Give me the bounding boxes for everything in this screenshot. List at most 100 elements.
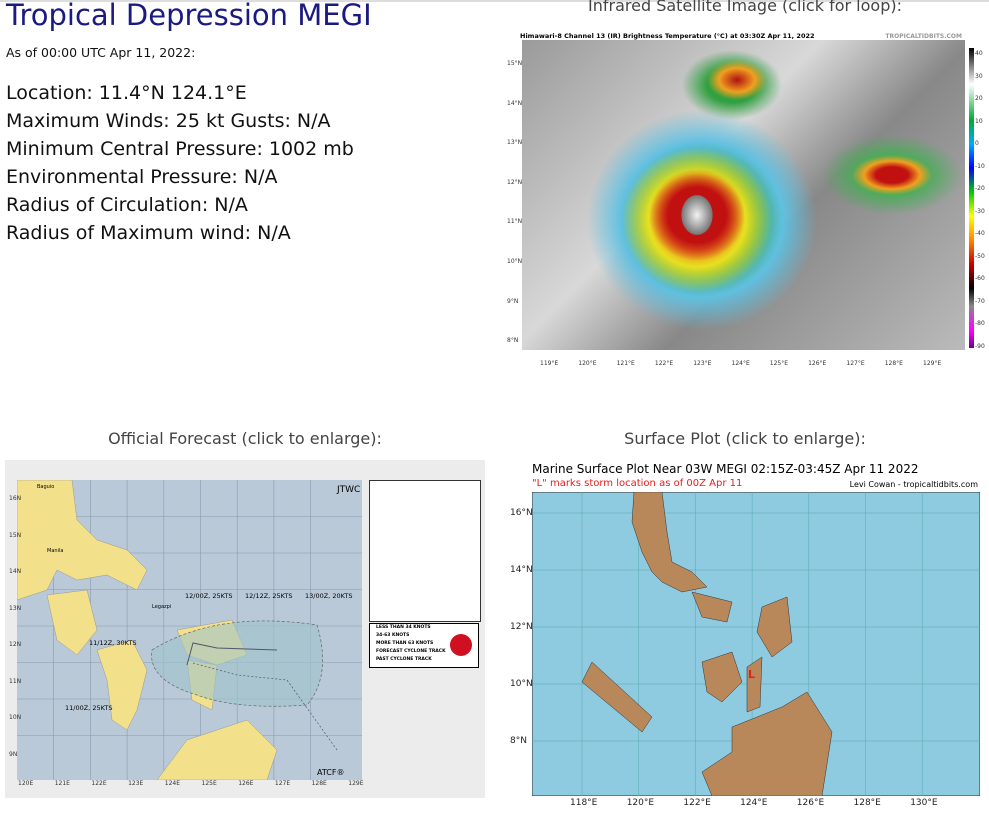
- track-label: 11/12Z, 30KTS: [89, 639, 136, 647]
- lat-tick: 14N: [9, 568, 22, 575]
- panay-negros-land: [701, 651, 763, 713]
- surface-subtitle: "L" marks storm location as of 00Z Apr 1…: [532, 478, 743, 489]
- track-label: 13/00Z, 20KTS: [305, 592, 352, 600]
- satellite-caption: Infrared Satellite Image (click for loop…: [588, 0, 902, 15]
- top-divider: [0, 0, 989, 2]
- radius-circulation: Radius of Circulation: N/A: [6, 194, 248, 216]
- legend-item: PAST CYCLONE TRACK: [376, 657, 432, 662]
- page-title: Tropical Depression MEGI: [6, 0, 372, 32]
- surface-caption: Surface Plot (click to enlarge):: [624, 429, 866, 448]
- colorbar-tick: -30: [975, 207, 985, 215]
- lat-tick: 16°N: [510, 508, 533, 518]
- surface-map: L: [532, 492, 980, 796]
- track-label: 12/12Z, 25KTS: [245, 592, 292, 600]
- forecast-image-link[interactable]: JTWC ATCF® 12/00Z, 25KTS 12/12Z, 25KTS 1…: [5, 460, 485, 798]
- lat-tick: 9°N: [507, 297, 519, 305]
- colorbar-tick: -70: [975, 297, 985, 305]
- lon-tick: 127E: [274, 780, 291, 787]
- colorbar-tick: -10: [975, 162, 985, 170]
- satellite-imagery: [522, 40, 965, 350]
- lat-tick: 8°N: [510, 736, 527, 746]
- storm-location-marker: L: [748, 668, 755, 681]
- lat-tick: 10N: [9, 714, 22, 721]
- env-pressure: Environmental Pressure: N/A: [6, 166, 278, 188]
- lon-tick: 120°E: [578, 360, 597, 367]
- lon-tick: 119°E: [540, 360, 559, 367]
- luzon-land: [17, 480, 148, 601]
- lat-tick: 14°N: [507, 99, 523, 107]
- lon-tick: 128°E: [853, 798, 881, 808]
- colorbar-tick: -50: [975, 252, 985, 260]
- danger-area: [151, 620, 323, 707]
- legend-item: MORE THAN 63 KNOTS: [376, 641, 434, 646]
- lon-tick: 126E: [238, 780, 254, 787]
- forecast-map: JTWC ATCF® 12/00Z, 25KTS 12/12Z, 25KTS 1…: [17, 480, 362, 780]
- jtwc-label: JTWC: [336, 485, 360, 495]
- colorbar-tick: -60: [975, 275, 985, 282]
- max-winds: Maximum Winds: 25 kt Gusts: N/A: [6, 110, 331, 132]
- mindanao-land: [156, 719, 278, 780]
- surface-credit: Levi Cowan - tropicaltidbits.com: [849, 480, 978, 489]
- lon-tick: 122E: [91, 780, 107, 787]
- surface-title: Marine Surface Plot Near 03W MEGI 02:15Z…: [532, 462, 919, 476]
- legend-item: LESS THAN 34 KNOTS: [376, 625, 431, 630]
- luzon-land: [631, 492, 708, 593]
- lon-tick: 124E: [164, 780, 181, 787]
- forecast-caption: Official Forecast (click to enlarge):: [108, 429, 382, 448]
- city-label: Manila: [47, 548, 63, 554]
- lon-tick: 129°E: [923, 360, 942, 367]
- lon-tick: 121°E: [616, 360, 635, 367]
- lat-tick: 10°N: [510, 679, 533, 689]
- lon-tick: 128°E: [884, 360, 903, 367]
- lat-tick: 12N: [9, 641, 22, 648]
- legend-item: 34-63 KNOTS: [376, 633, 410, 638]
- lat-tick: 12°N: [510, 622, 533, 632]
- lon-tick: 126°E: [808, 360, 827, 367]
- as-of-timestamp: As of 00:00 UTC Apr 11, 2022:: [6, 45, 196, 60]
- lat-tick: 16N: [9, 495, 22, 502]
- forecast-legend: LESS THAN 34 KNOTS 34-63 KNOTS MORE THAN…: [369, 623, 479, 668]
- visayas-land: [691, 591, 793, 658]
- lat-tick: 8°N: [507, 337, 519, 345]
- lat-tick: 12°N: [507, 178, 523, 186]
- mindanao-land: [701, 691, 833, 796]
- lon-tick: 124°E: [740, 798, 768, 808]
- colorbar-tick: 30: [975, 72, 983, 80]
- colorbar-tick: -80: [975, 320, 985, 327]
- colorbar-tick: 20: [975, 95, 983, 102]
- lat-tick: 13N: [9, 604, 22, 612]
- lon-tick: 121E: [54, 780, 70, 787]
- radius-max-wind: Radius of Maximum wind: N/A: [6, 222, 291, 244]
- lon-tick: 127°E: [846, 360, 865, 367]
- storm-symbol-icon: [450, 634, 472, 656]
- lat-tick: 14°N: [510, 565, 533, 575]
- lon-tick: 129E: [348, 780, 364, 787]
- colorbar-tick: 40: [975, 50, 983, 57]
- lon-tick: 128E: [311, 780, 327, 787]
- colorbar-tick: -90: [975, 342, 985, 350]
- lat-tick: 10°N: [507, 258, 523, 265]
- palawan-land: [581, 661, 653, 733]
- lon-tick: 123°E: [693, 360, 712, 367]
- min-pressure: Minimum Central Pressure: 1002 mb: [6, 138, 354, 160]
- colorbar-tick: -20: [975, 185, 985, 192]
- lat-tick: 11N: [9, 677, 22, 685]
- lon-tick: 118°E: [570, 798, 598, 808]
- satellite-title: Himawari-8 Channel 13 (IR) Brightness Te…: [520, 32, 815, 40]
- location: Location: 11.4°N 124.1°E: [6, 82, 247, 104]
- colorbar: [969, 48, 974, 348]
- lon-tick: 122°E: [654, 360, 674, 367]
- lon-tick: 122°E: [683, 798, 711, 808]
- lon-tick: 125°E: [769, 360, 789, 367]
- lon-tick: 120°E: [626, 798, 655, 808]
- surface-plot-link[interactable]: Marine Surface Plot Near 03W MEGI 02:15Z…: [512, 460, 988, 800]
- lon-tick: 125E: [201, 780, 217, 787]
- satellite-image-link[interactable]: Himawari-8 Channel 13 (IR) Brightness Te…: [512, 28, 982, 368]
- lon-tick: 130°E: [910, 798, 938, 808]
- lon-tick: 124°E: [731, 360, 750, 367]
- lon-tick: 123E: [128, 780, 144, 787]
- track-label: 12/00Z, 25KTS: [185, 592, 232, 600]
- atcf-label: ATCF®: [317, 768, 344, 777]
- colorbar-tick: 10: [975, 117, 983, 125]
- lon-tick: 126°E: [796, 798, 825, 808]
